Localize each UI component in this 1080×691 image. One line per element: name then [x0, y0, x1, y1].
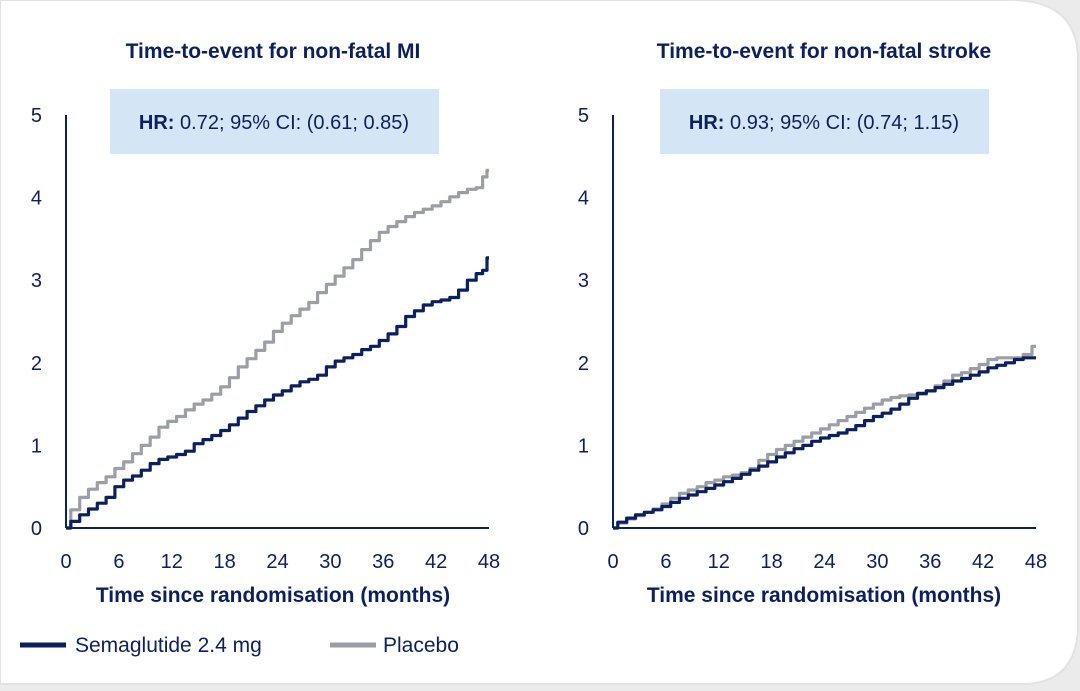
series-line-semaglutide: [613, 356, 1036, 530]
x-tick-label: 24: [813, 551, 835, 573]
series-line-placebo: [613, 344, 1036, 530]
hr-value: 0.93; 95% CI: (0.74; 1.15): [724, 112, 959, 134]
chart-panel-mi: Time-to-event for non-fatal MI HR: 0.72;…: [31, 40, 500, 607]
chart-panel-stroke: Time-to-event for non-fatal stroke HR: 0…: [578, 40, 1047, 607]
hr-label: HR:: [139, 112, 175, 134]
x-tick-label: 48: [478, 551, 500, 573]
series-line-placebo: [66, 168, 489, 530]
x-tick-label: 30: [319, 551, 341, 573]
legend-label-placebo: Placebo: [383, 634, 459, 657]
chart-title: Time-to-event for non-fatal MI: [126, 40, 421, 63]
x-tick-label: 0: [607, 551, 618, 573]
x-tick-label: 36: [919, 551, 941, 573]
y-tick-label: 1: [578, 435, 589, 457]
y-tick-label: 5: [578, 105, 589, 127]
x-tick-label: 48: [1025, 551, 1047, 573]
x-tick-label: 36: [372, 551, 394, 573]
hr-value: 0.72; 95% CI: (0.61; 0.85): [174, 112, 409, 134]
y-tick-label: 1: [31, 435, 42, 457]
hr-text: HR: 0.72; 95% CI: (0.61; 0.85): [139, 112, 409, 134]
x-tick-label: 12: [708, 551, 730, 573]
hr-label: HR:: [689, 112, 725, 134]
y-tick-label: 3: [578, 270, 589, 292]
x-tick-label: 42: [972, 551, 994, 573]
legend-label-semaglutide: Semaglutide 2.4 mg: [75, 634, 262, 657]
y-tick-label: 3: [31, 270, 42, 292]
y-tick-label: 4: [578, 188, 589, 210]
x-tick-label: 18: [761, 551, 783, 573]
x-tick-label: 24: [266, 551, 288, 573]
hr-text: HR: 0.93; 95% CI: (0.74; 1.15): [689, 112, 959, 134]
y-tick-label: 2: [31, 353, 42, 375]
series-line-semaglutide: [66, 256, 489, 530]
x-tick-label: 42: [425, 551, 447, 573]
hr-box: [110, 89, 439, 154]
x-axis-label: Time since randomisation (months): [647, 584, 1001, 607]
x-tick-label: 0: [60, 551, 71, 573]
y-tick-label: 4: [31, 188, 42, 210]
x-tick-label: 30: [866, 551, 888, 573]
chart-title: Time-to-event for non-fatal stroke: [657, 40, 991, 63]
y-tick-label: 5: [31, 105, 42, 127]
x-tick-label: 6: [660, 551, 671, 573]
x-tick-label: 12: [161, 551, 183, 573]
x-tick-label: 18: [214, 551, 236, 573]
y-tick-label: 0: [578, 518, 589, 540]
y-tick-label: 0: [31, 518, 42, 540]
x-axis-label: Time since randomisation (months): [96, 584, 450, 607]
hr-box: [660, 89, 989, 154]
legend: Semaglutide 2.4 mg Placebo: [20, 634, 459, 657]
x-tick-label: 6: [113, 551, 124, 573]
y-tick-label: 2: [578, 353, 589, 375]
